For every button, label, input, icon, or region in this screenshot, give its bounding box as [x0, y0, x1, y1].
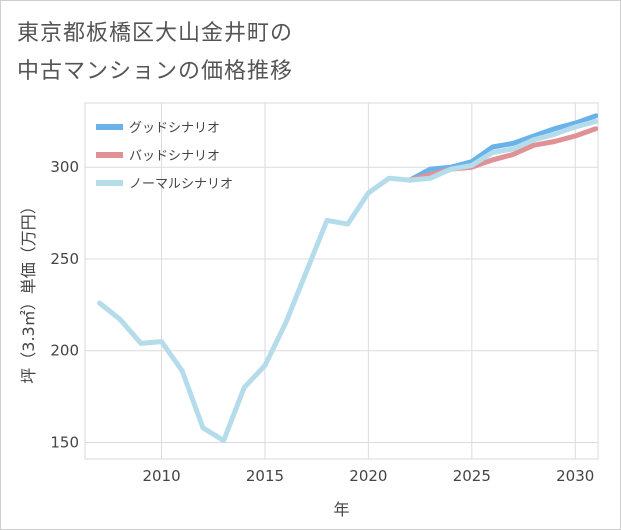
x-axis-label: 年: [333, 500, 349, 519]
x-tick-label: 2025: [453, 467, 491, 485]
chart-title-line1: 東京都板橋区大山金井町の: [17, 21, 294, 46]
y-tick-label: 200: [50, 342, 79, 360]
plot-border: [84, 102, 599, 460]
chart-title-line2: 中古マンションの価格推移: [17, 59, 294, 84]
legend-label-bad: バッドシナリオ: [129, 149, 220, 164]
legend-label-good: グッドシナリオ: [129, 121, 220, 136]
legend-label-normal: ノーマルシナリオ: [129, 177, 233, 192]
axes: 2010 2015 2020 2025 2030 150 200 250 300: [50, 158, 594, 485]
y-axis-label: 坪（3.3㎡）単価（万円）: [19, 198, 38, 383]
series-line-normal: [97, 118, 598, 444]
y-tick-label: 300: [50, 158, 79, 176]
y-tick-label: 150: [50, 433, 79, 451]
y-tick-label: 250: [50, 250, 79, 268]
x-tick-label: 2020: [349, 467, 387, 485]
x-tick-label: 2015: [246, 467, 284, 485]
series-line-good: [407, 113, 598, 183]
series-layer: [97, 113, 598, 444]
x-tick-label: 2010: [142, 467, 180, 485]
x-tick-label: 2030: [556, 467, 594, 485]
